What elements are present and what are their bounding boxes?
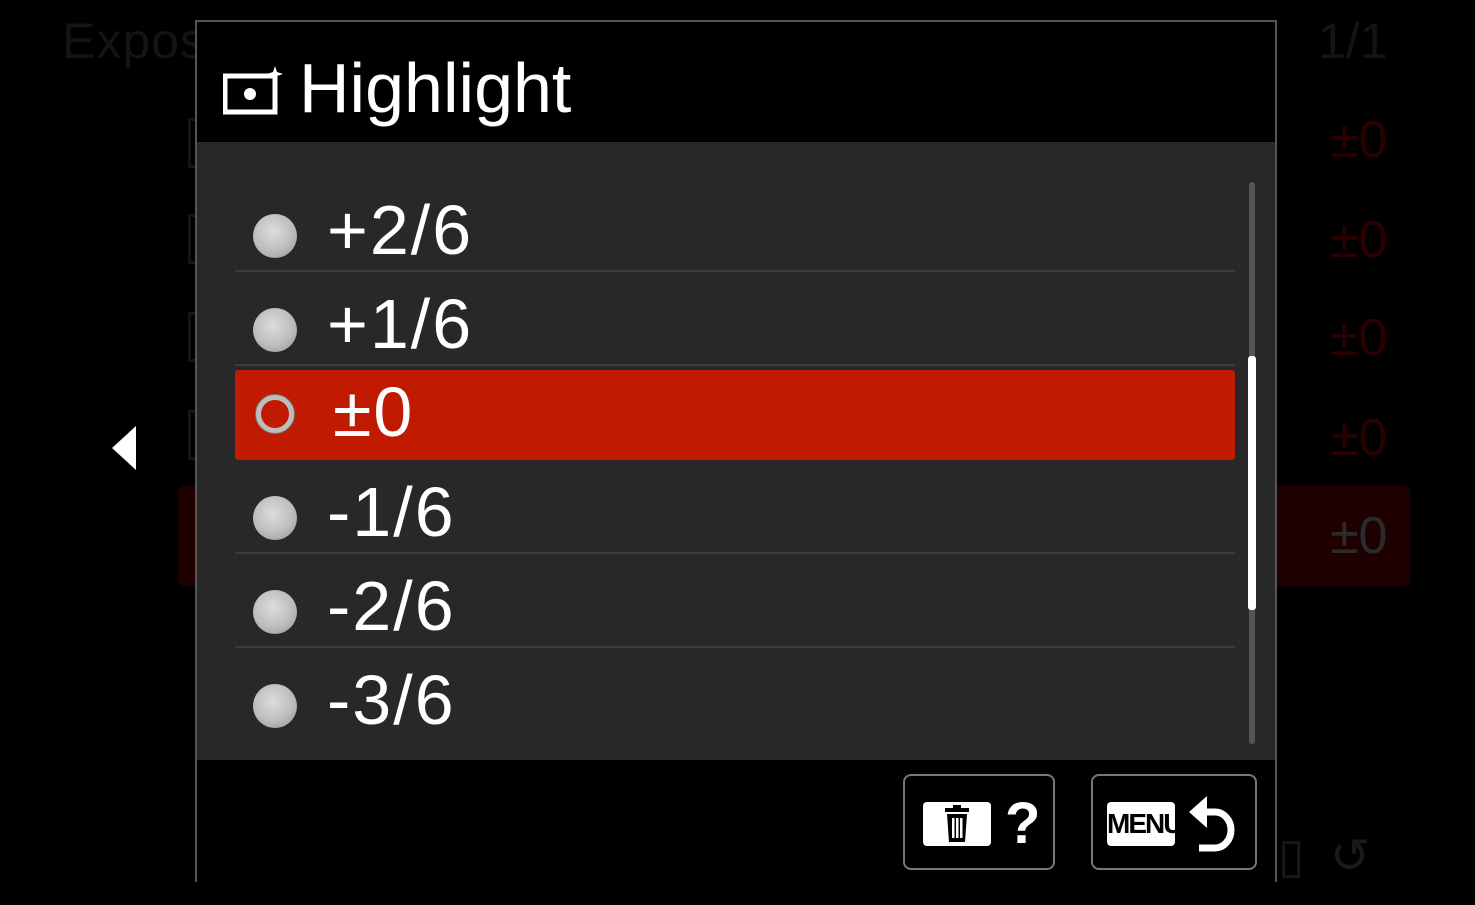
menu-key-label: MENU	[1107, 802, 1183, 846]
dialog-header: Highlight	[197, 22, 1275, 142]
background-value: ±0	[1330, 111, 1388, 169]
option-label: -2/6	[327, 567, 456, 645]
radio-button-icon	[253, 684, 297, 728]
help-button[interactable]: ?	[903, 774, 1055, 870]
highlight-adjust-icon	[223, 66, 283, 115]
option-label: +1/6	[327, 285, 474, 363]
background-item-bracket	[188, 118, 201, 168]
dialog-title: Highlight	[299, 49, 572, 127]
option-minus-3-6[interactable]: -3/6	[235, 652, 1235, 742]
option-minus-2-6[interactable]: -2/6	[235, 558, 1235, 648]
background-selected-value: ±0	[1330, 507, 1388, 565]
left-arrow-icon[interactable]	[112, 426, 136, 470]
return-arrow-icon	[1189, 796, 1235, 852]
option-list: +2/6 +1/6 ±0 -1/6 -2/6 -3/6	[197, 142, 1275, 760]
option-label: ±0	[333, 373, 415, 451]
option-label: -3/6	[327, 661, 456, 739]
background-value: ±0	[1330, 309, 1388, 367]
trash-icon	[923, 802, 991, 846]
background-value: ±0	[1330, 409, 1388, 467]
radio-button-icon	[253, 214, 297, 258]
background-trash-icon: ▯	[1278, 830, 1305, 883]
radio-button-selected-icon	[256, 395, 294, 433]
divider	[235, 552, 1235, 554]
option-label: +2/6	[327, 191, 474, 269]
option-label: -1/6	[327, 473, 456, 551]
divider	[235, 646, 1235, 648]
divider	[235, 364, 1235, 366]
dialog-footer: ? MENU	[197, 760, 1275, 882]
radio-button-icon	[253, 590, 297, 634]
radio-button-icon	[253, 496, 297, 540]
background-return-icon: ↺	[1330, 830, 1371, 883]
background-value: ±0	[1330, 211, 1388, 269]
background-item-bracket	[188, 312, 201, 362]
background-page-indicator: 1/1	[1318, 13, 1388, 69]
option-plus-1-6[interactable]: +1/6	[235, 276, 1235, 366]
background-item-bracket	[188, 214, 201, 264]
option-minus-1-6[interactable]: -1/6	[235, 464, 1235, 554]
scrollbar-thumb[interactable]	[1248, 356, 1256, 610]
radio-button-icon	[253, 308, 297, 352]
help-question-label: ?	[1005, 791, 1041, 856]
divider	[235, 270, 1235, 272]
option-zero[interactable]: ±0	[235, 370, 1235, 460]
highlight-dialog: Highlight +2/6 +1/6 ±0 -1/6 -2/6	[195, 20, 1277, 882]
option-plus-2-6[interactable]: +2/6	[235, 182, 1235, 272]
background-menu-title: Expos	[62, 13, 206, 69]
back-button[interactable]: MENU	[1091, 774, 1257, 870]
background-item-bracket	[188, 410, 201, 460]
